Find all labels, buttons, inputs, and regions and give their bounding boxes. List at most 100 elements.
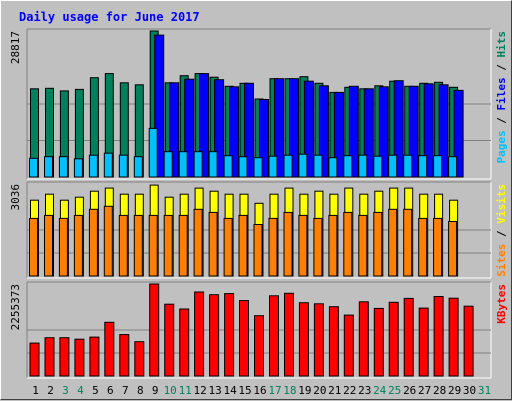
bar-kbytes-day-4 [74, 338, 85, 377]
day-label-31: 31 [478, 384, 491, 397]
bar-pages-day-7 [118, 154, 128, 178]
bar-files-day-28 [438, 84, 449, 178]
max-value-label: 3036 [9, 184, 22, 211]
day-label-2: 2 [47, 384, 54, 397]
bar-pages-day-17 [268, 155, 278, 178]
bar-pages-day-3 [58, 156, 68, 178]
bar-kbytes-day-21 [328, 306, 339, 377]
bar-files-day-20 [318, 85, 329, 178]
day-label-4: 4 [77, 384, 84, 397]
bar-files-day-19 [303, 80, 314, 178]
bar-sites-day-12 [193, 208, 203, 277]
bar-sites-day-24 [373, 211, 383, 277]
bar-sites-day-11 [178, 214, 188, 277]
bar-files-day-9 [154, 34, 165, 178]
bar-kbytes-day-27 [418, 307, 429, 377]
bar-pages-day-25 [388, 154, 398, 178]
bar-kbytes-day-9 [149, 283, 160, 377]
bar-files-day-22 [348, 85, 359, 178]
max-value-label: 2255373 [9, 284, 22, 330]
day-label-11: 11 [179, 384, 192, 397]
day-label-13: 13 [208, 384, 221, 397]
bar-files-day-23 [363, 88, 374, 178]
bar-pages-day-16 [253, 157, 263, 178]
bar-files-day-29 [453, 89, 464, 178]
bar-sites-day-18 [283, 211, 293, 277]
bar-pages-day-5 [88, 154, 98, 178]
bar-kbytes-day-23 [358, 301, 369, 377]
bar-sites-day-20 [313, 217, 323, 277]
day-label-16: 16 [253, 384, 266, 397]
bar-sites-day-5 [88, 208, 98, 277]
day-label-22: 22 [343, 384, 356, 397]
bar-kbytes-day-6 [104, 321, 115, 377]
day-label-25: 25 [388, 384, 401, 397]
bar-pages-day-8 [133, 156, 143, 178]
bar-kbytes-day-5 [89, 336, 100, 377]
bar-pages-day-23 [358, 154, 368, 178]
bar-sites-day-22 [343, 211, 353, 277]
bar-kbytes-day-20 [313, 303, 324, 377]
bar-kbytes-day-15 [239, 300, 249, 377]
axis-legend: KBytes [495, 284, 508, 324]
bar-kbytes-day-30 [463, 305, 474, 377]
day-label-23: 23 [358, 384, 371, 397]
day-label-5: 5 [92, 384, 99, 397]
bar-kbytes-day-26 [403, 297, 414, 377]
bar-sites-day-1 [29, 217, 38, 277]
axis-legend-part: Hits [495, 31, 508, 58]
bar-files-day-27 [423, 83, 434, 178]
bar-pages-day-14 [223, 155, 233, 178]
day-label-6: 6 [107, 384, 114, 397]
bar-sites-day-8 [133, 214, 143, 277]
day-label-9: 9 [152, 384, 159, 397]
day-label-17: 17 [268, 384, 281, 397]
bar-files-day-10 [169, 82, 180, 178]
bar-kbytes-day-7 [119, 334, 130, 377]
bar-pages-day-2 [44, 156, 53, 178]
bar-sites-day-10 [163, 214, 173, 277]
bar-pages-day-11 [178, 151, 188, 178]
bar-kbytes-day-11 [179, 308, 190, 377]
day-label-10: 10 [164, 384, 177, 397]
bar-kbytes-day-10 [164, 303, 175, 377]
day-label-14: 14 [223, 384, 237, 397]
bar-sites-day-14 [223, 217, 233, 277]
bar-pages-day-26 [403, 154, 413, 178]
max-value-label: 28817 [9, 31, 22, 64]
bar-files-day-13 [214, 79, 225, 178]
axis-legend-part: KBytes [495, 284, 508, 324]
day-label-24: 24 [373, 384, 387, 397]
bar-files-day-21 [333, 91, 344, 178]
bar-pages-day-27 [418, 155, 428, 178]
bar-sites-day-21 [328, 214, 338, 277]
axis-legend-part: / [495, 58, 508, 78]
bar-files-day-25 [393, 80, 404, 178]
day-label-3: 3 [62, 384, 69, 397]
axis-legend-part: Pages [495, 130, 508, 163]
bar-kbytes-day-18 [284, 292, 294, 377]
day-label-7: 7 [122, 384, 129, 397]
axis-legend: Sites / Visits [495, 184, 508, 277]
axis-legend-part: Visits [495, 184, 508, 224]
axis-legend-part: / [495, 224, 508, 244]
bar-sites-day-2 [44, 214, 53, 277]
bar-kbytes-day-8 [134, 341, 145, 377]
axis-legend-part: Files [495, 77, 508, 110]
bar-kbytes-day-2 [44, 337, 55, 377]
bar-pages-day-13 [208, 151, 218, 178]
bar-pages-day-10 [163, 151, 173, 178]
day-label-8: 8 [137, 384, 144, 397]
bar-pages-day-6 [103, 152, 113, 178]
bar-files-day-14 [229, 86, 240, 178]
bar-pages-day-28 [433, 155, 443, 178]
bar-pages-day-29 [448, 156, 458, 178]
bar-files-day-17 [274, 78, 284, 178]
bar-pages-day-21 [328, 157, 338, 178]
axis-legend: Pages / Files / Hits [495, 31, 508, 164]
bar-kbytes-day-16 [254, 315, 264, 377]
bar-pages-day-22 [343, 155, 353, 178]
bar-files-day-24 [378, 86, 389, 178]
bar-sites-day-25 [388, 208, 398, 277]
